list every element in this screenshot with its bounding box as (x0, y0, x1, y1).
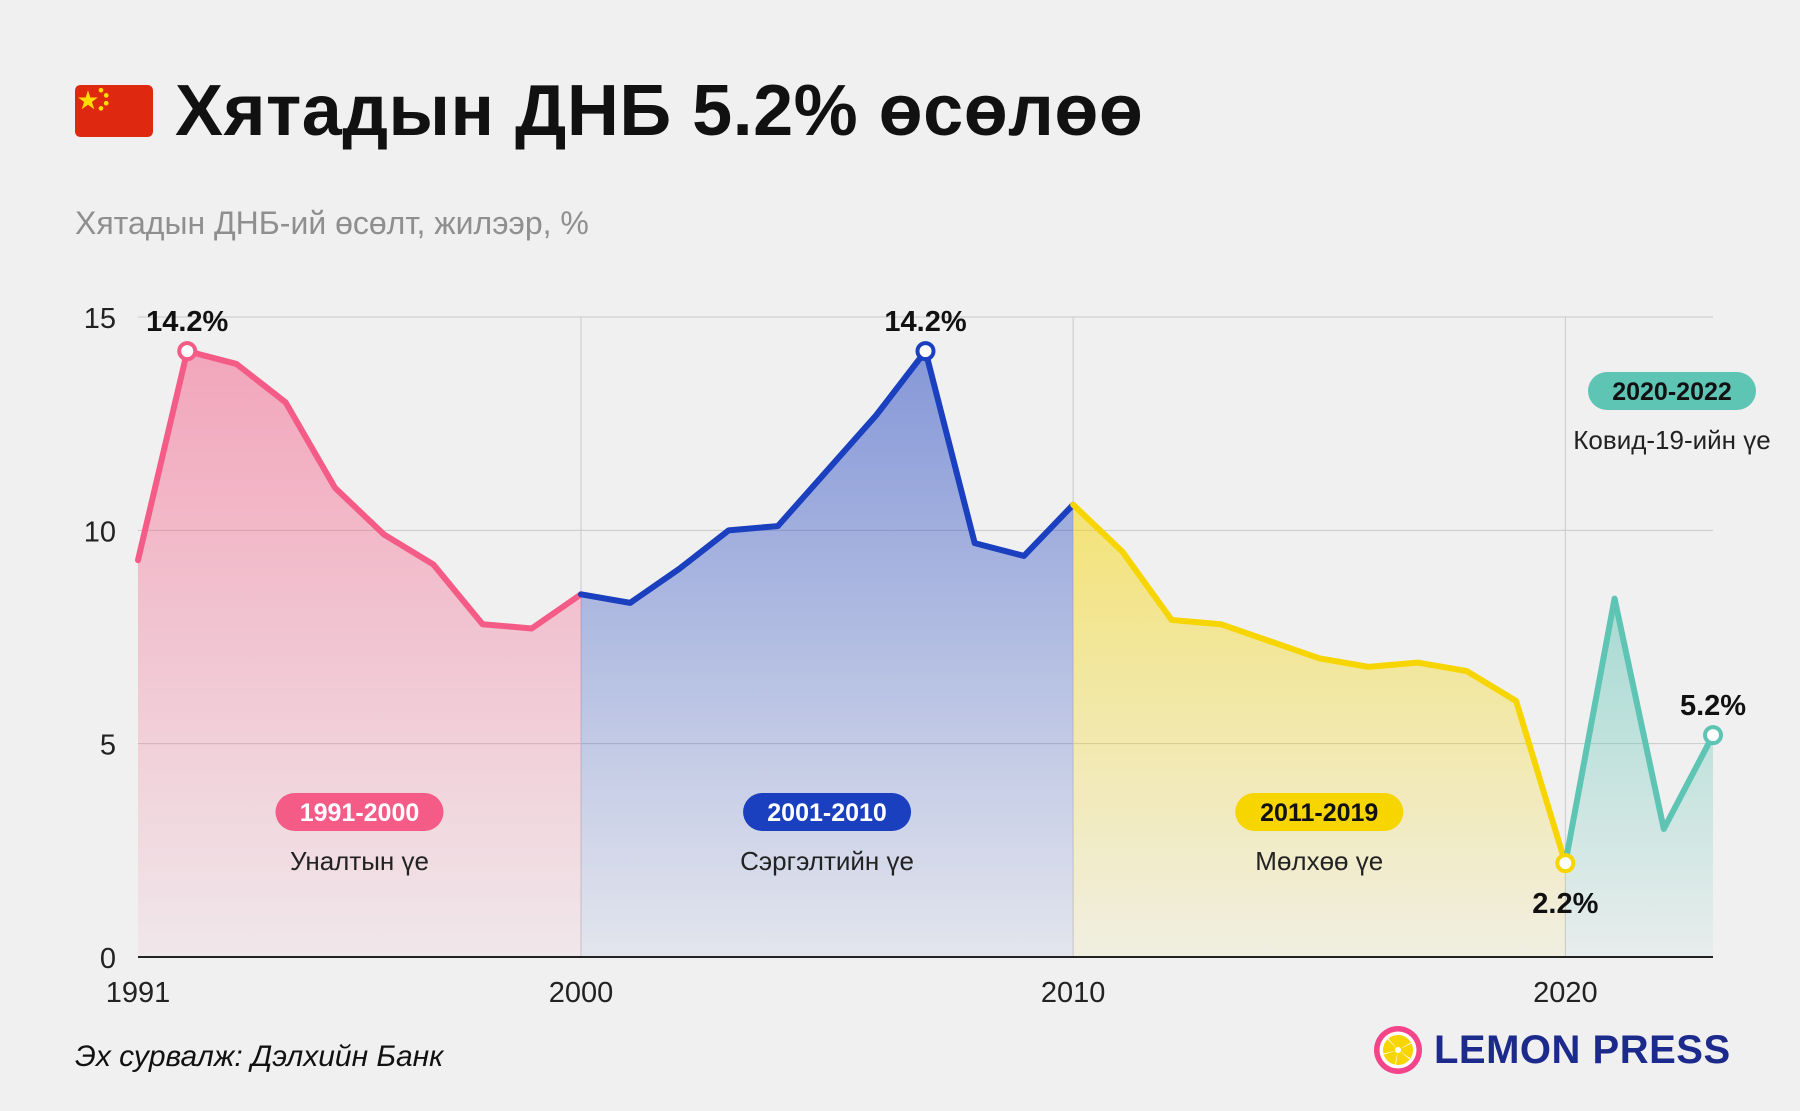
period-pill-2001-2010 (743, 793, 912, 831)
x-tick-label-2000: 2000 (549, 977, 614, 1009)
data-label-0: 14.2% (146, 306, 228, 338)
y-tick-label-5: 5 (100, 730, 116, 762)
data-point-marker-2 (1555, 853, 1576, 874)
lemon-icon (1374, 1026, 1422, 1074)
logo-text: LEMON PRESS (1434, 1027, 1731, 1072)
x-tick-label-1991: 1991 (106, 977, 171, 1009)
data-label-3: 5.2% (1680, 690, 1746, 722)
page-title: Хятадын ДНБ 5.2% өсөлөө (175, 71, 1144, 151)
period-pill-text-2011-2019: 2011-2019 (1260, 799, 1378, 827)
chart-subtitle: Хятадын ДНБ-ий өсөлт, жилээр, % (75, 205, 589, 241)
y-tick-label-10: 10 (84, 516, 116, 548)
china-flag-icon (75, 85, 153, 137)
period-label-1991-2000: Уналтын үе (290, 846, 429, 876)
period-pill-2020-2022 (1588, 372, 1756, 410)
period-pill-text-2020-2022: 2020-2022 (1612, 378, 1732, 406)
y-tick-label-15: 15 (84, 303, 116, 335)
lemon-press-logo: LEMON PRESS (1372, 1024, 1731, 1076)
data-label-1: 14.2% (884, 306, 966, 338)
y-tick-label-0: 0 (100, 943, 116, 975)
area-1991-2000 (138, 351, 581, 958)
area-2001-2010 (580, 351, 1074, 958)
data-label-2: 2.2% (1532, 888, 1598, 920)
data-point-marker-3 (1703, 725, 1723, 746)
area-2020-2022 (1565, 598, 1713, 957)
period-pill-2011-2019 (1235, 793, 1404, 831)
x-tick-label-2010: 2010 (1041, 977, 1106, 1009)
period-label-2020-2022: Ковид-19-ийн үе (1573, 425, 1770, 455)
source-note: Эх сурвалж: Дэлхийн Банк (75, 1040, 444, 1073)
area-2011-2019 (1073, 504, 1566, 957)
line-2020-2022 (1562, 595, 1716, 867)
data-point-marker-1 (915, 341, 936, 362)
x-tick-label-2020: 2020 (1533, 977, 1598, 1009)
period-pill-1991-2000 (275, 793, 444, 831)
period-label-2011-2019: Мөлхөө үе (1255, 846, 1383, 876)
title-row: Хятадын ДНБ 5.2% өсөлөө (75, 70, 1143, 152)
data-point-marker-0 (177, 341, 198, 362)
line-1991-2000 (135, 348, 584, 632)
period-label-2001-2010: Сэргэлтийн үе (740, 846, 914, 876)
period-pill-text-1991-2000: 1991-2000 (300, 799, 420, 827)
line-2001-2010 (577, 348, 1077, 606)
period-pill-text-2001-2010: 2001-2010 (767, 799, 887, 827)
line-2011-2019 (1070, 501, 1569, 867)
